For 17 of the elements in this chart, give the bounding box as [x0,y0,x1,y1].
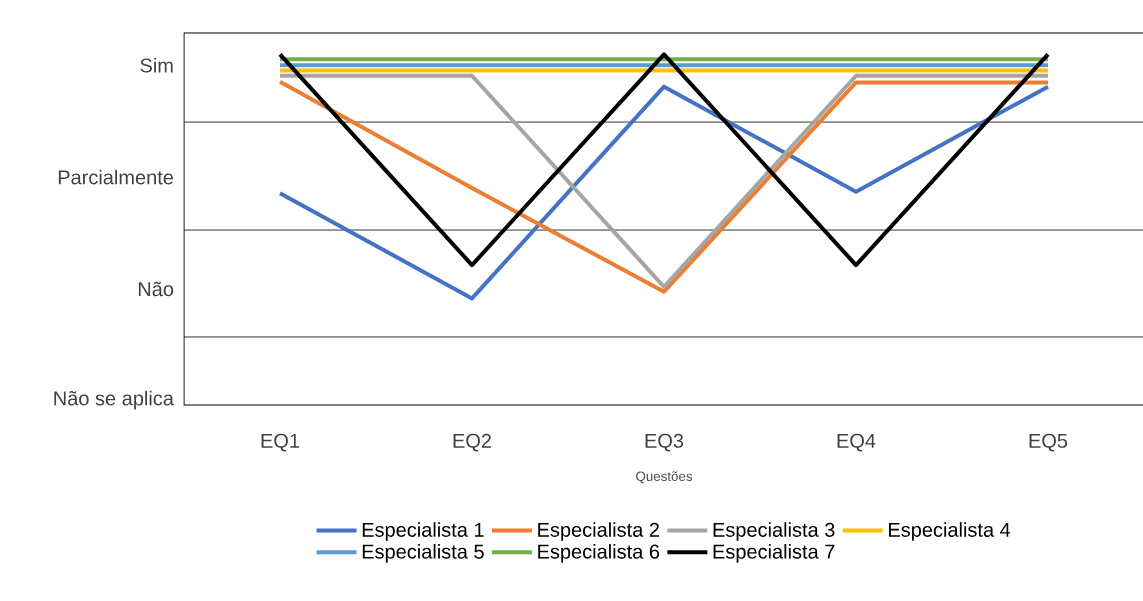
legend-label: Especialista 5 [362,544,484,563]
text: Sim [140,57,173,73]
legend-label: Especialista 7 [713,544,835,563]
x-axis-title: Questões [636,471,693,484]
legend-label: Especialista 4 [889,522,1011,541]
x-tick-label: EQ1 [261,433,300,452]
legend-label: Especialista 1 [362,522,484,541]
legend-label: Especialista 3 [713,522,835,541]
text: Não se aplica [54,390,174,410]
text: Não [138,281,174,297]
legend-label: Especialista 6 [538,544,660,563]
text: Parcialmente [58,169,174,185]
x-tick-label: EQ3 [645,433,684,452]
x-tick-label: EQ5 [1029,433,1068,452]
x-tick-label: EQ2 [453,433,492,452]
legend-label: Especialista 2 [538,522,659,541]
x-tick-label: EQ4 [837,433,876,452]
